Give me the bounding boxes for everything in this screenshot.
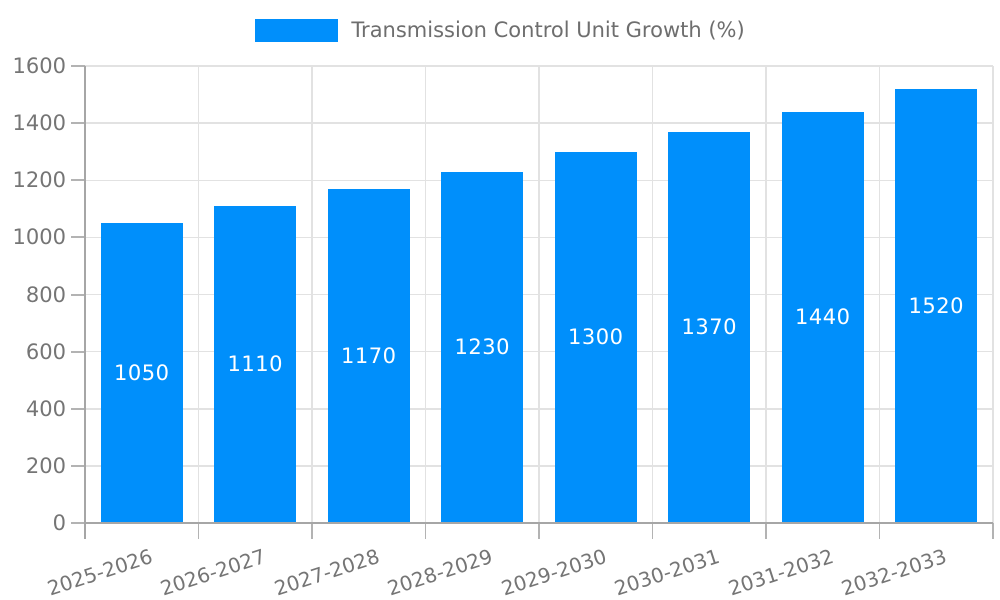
bar-value-label: 1110 bbox=[227, 352, 283, 377]
y-axis-tick-label: 200 bbox=[25, 453, 66, 478]
x-axis-tick-label: 2031-2032 bbox=[725, 544, 837, 600]
x-tick-mark bbox=[538, 523, 540, 539]
x-axis-tick-label: 2027-2028 bbox=[271, 544, 383, 600]
bar[interactable]: 1170 bbox=[327, 188, 410, 523]
bar-value-label: 1050 bbox=[114, 361, 170, 386]
legend-swatch bbox=[255, 18, 339, 42]
bar-value-label: 1170 bbox=[341, 343, 397, 368]
bar[interactable]: 1230 bbox=[441, 171, 524, 523]
y-tick-mark bbox=[71, 522, 85, 524]
y-axis-tick-label: 0 bbox=[52, 511, 66, 535]
y-axis-tick-label: 600 bbox=[25, 339, 66, 364]
bar-value-label: 1440 bbox=[795, 305, 851, 330]
y-axis-tick-label: 1400 bbox=[12, 111, 66, 136]
x-axis-tick-label: 2029-2030 bbox=[498, 544, 610, 600]
y-tick-mark bbox=[71, 407, 85, 410]
x-axis-tick-label: 2032-2033 bbox=[838, 544, 950, 600]
x-gridline bbox=[538, 66, 540, 523]
x-gridline bbox=[651, 66, 654, 523]
bar[interactable]: 1520 bbox=[895, 88, 978, 523]
x-gridline bbox=[197, 66, 200, 523]
bar-value-label: 1370 bbox=[681, 315, 737, 340]
y-axis-tick-label: 800 bbox=[25, 282, 66, 307]
x-tick-mark bbox=[651, 523, 654, 539]
x-tick-mark bbox=[197, 523, 200, 539]
legend[interactable]: Transmission Control Unit Growth (%) bbox=[0, 18, 1000, 42]
y-tick-mark bbox=[71, 350, 85, 353]
x-axis-tick-label: 2028-2029 bbox=[384, 544, 496, 600]
x-gridline bbox=[424, 66, 427, 523]
bar[interactable]: 1110 bbox=[214, 205, 297, 523]
y-axis-line bbox=[84, 66, 86, 539]
bar-value-label: 1300 bbox=[568, 325, 624, 350]
x-tick-mark bbox=[878, 523, 881, 539]
y-tick-mark bbox=[71, 293, 85, 296]
x-axis-line bbox=[85, 522, 993, 524]
x-axis-tick-label: 2025-2026 bbox=[44, 544, 156, 600]
x-tick-mark bbox=[424, 523, 427, 539]
y-tick-mark bbox=[71, 122, 85, 125]
x-tick-mark bbox=[311, 523, 313, 539]
y-axis-tick-label: 1600 bbox=[12, 54, 66, 78]
bar[interactable]: 1050 bbox=[100, 223, 183, 523]
x-axis-tick-label: 2026-2027 bbox=[157, 544, 269, 600]
bar[interactable]: 1440 bbox=[781, 111, 864, 523]
y-tick-mark bbox=[71, 65, 85, 67]
x-gridline bbox=[311, 66, 313, 523]
x-gridline bbox=[992, 66, 994, 523]
bar-value-label: 1230 bbox=[454, 335, 510, 360]
y-axis-tick-label: 1000 bbox=[12, 225, 66, 250]
y-tick-mark bbox=[71, 236, 85, 239]
x-gridline bbox=[878, 66, 881, 523]
y-axis-tick-label: 1200 bbox=[12, 168, 66, 193]
bar[interactable]: 1300 bbox=[554, 151, 637, 523]
y-axis-tick-label: 400 bbox=[25, 396, 66, 421]
y-tick-mark bbox=[71, 179, 85, 182]
x-tick-mark bbox=[992, 523, 994, 539]
y-tick-mark bbox=[71, 464, 85, 467]
x-gridline bbox=[765, 66, 767, 523]
bar-value-label: 1520 bbox=[908, 293, 964, 318]
x-tick-mark bbox=[765, 523, 767, 539]
x-axis-tick-label: 2030-2031 bbox=[611, 544, 723, 600]
bar[interactable]: 1370 bbox=[668, 131, 751, 523]
legend-label: Transmission Control Unit Growth (%) bbox=[351, 18, 745, 42]
